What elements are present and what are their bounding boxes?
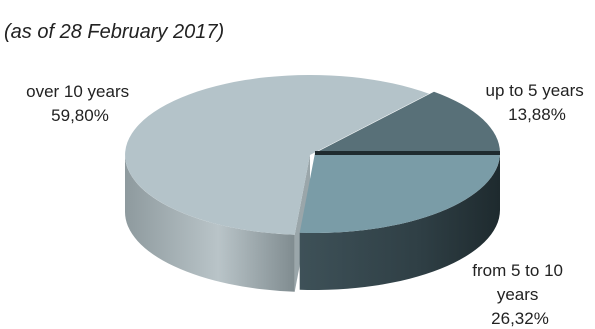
slice-over-10-years: [125, 74, 430, 235]
label-over-10-years-value: 59,80%: [51, 106, 109, 125]
label-over-10-years-name: over 10 years: [26, 82, 129, 101]
label-up-to-5-years: up to 5 years 13,88%: [485, 81, 588, 124]
slice-side-from-5-to-10-years: [299, 153, 500, 290]
slice-up-to-5-years: [315, 91, 501, 153]
chart-subtitle: (as of 28 February 2017): [4, 21, 224, 43]
slice-side-over-10-years: [125, 155, 295, 292]
label-from-5-to-10-years: from 5 to 10 years 26,32%: [472, 261, 567, 328]
slice-from-5-to-10-years: [299, 153, 500, 233]
label-from-5-to-10-years-line1: from 5 to 10: [472, 261, 563, 280]
label-from-5-to-10-years-value: 26,32%: [491, 309, 549, 328]
pie-slices: [125, 74, 501, 235]
label-over-10-years: over 10 years 59,80%: [26, 82, 134, 125]
label-from-5-to-10-years-line2: years: [497, 285, 539, 304]
label-up-to-5-years-value: 13,88%: [508, 105, 566, 124]
label-up-to-5-years-name: up to 5 years: [485, 81, 583, 100]
